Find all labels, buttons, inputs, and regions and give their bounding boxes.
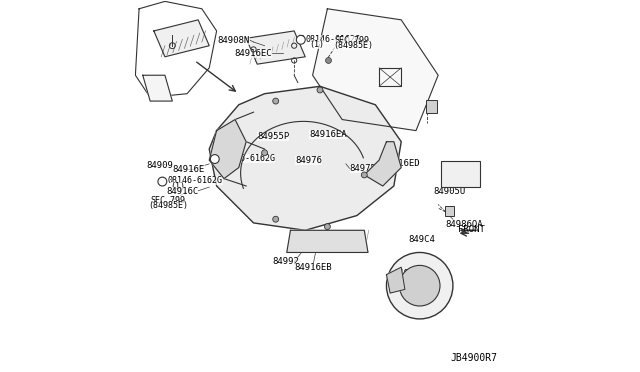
Text: 84994: 84994 xyxy=(394,269,420,278)
Text: 84975M: 84975M xyxy=(349,164,382,173)
Polygon shape xyxy=(364,142,401,186)
Polygon shape xyxy=(312,9,438,131)
Polygon shape xyxy=(387,267,405,293)
Text: 84916E: 84916E xyxy=(172,165,205,174)
Circle shape xyxy=(399,265,440,306)
Circle shape xyxy=(317,87,323,93)
Text: JB4900R7: JB4900R7 xyxy=(450,353,497,363)
Text: B: B xyxy=(159,177,165,186)
Text: 84976: 84976 xyxy=(296,155,323,165)
Text: SEC.799: SEC.799 xyxy=(335,36,370,45)
Circle shape xyxy=(387,253,453,319)
Circle shape xyxy=(324,224,330,230)
Text: B: B xyxy=(212,154,218,164)
Text: 84908N: 84908N xyxy=(218,36,250,45)
Circle shape xyxy=(326,58,332,63)
Text: 84916EB: 84916EB xyxy=(294,263,332,272)
Polygon shape xyxy=(287,230,368,253)
Text: 84905U: 84905U xyxy=(433,187,465,196)
Text: 84916EA: 84916EA xyxy=(309,130,346,139)
Text: 84986QA: 84986QA xyxy=(445,220,483,229)
Polygon shape xyxy=(154,20,209,57)
Text: 84916C: 84916C xyxy=(166,187,198,196)
Polygon shape xyxy=(209,86,401,230)
Text: 84909: 84909 xyxy=(147,161,173,170)
Circle shape xyxy=(158,177,167,186)
Polygon shape xyxy=(246,31,305,64)
Text: (84985E): (84985E) xyxy=(333,41,373,50)
Circle shape xyxy=(211,155,220,163)
Circle shape xyxy=(262,150,268,156)
Text: SEC.799: SEC.799 xyxy=(150,196,185,205)
Polygon shape xyxy=(143,75,172,101)
Text: 84916EC: 84916EC xyxy=(234,49,272,58)
Text: 849C4: 849C4 xyxy=(408,235,435,244)
Circle shape xyxy=(273,216,278,222)
Circle shape xyxy=(273,98,278,104)
Text: (1): (1) xyxy=(310,40,324,49)
Text: 84916ED: 84916ED xyxy=(383,159,420,169)
Polygon shape xyxy=(209,119,246,179)
Text: FRONT: FRONT xyxy=(458,225,485,234)
Text: 08146-6162G: 08146-6162G xyxy=(168,176,223,185)
Text: 08146-6162G: 08146-6162G xyxy=(306,35,361,44)
Text: B: B xyxy=(298,35,303,44)
Text: 84992: 84992 xyxy=(272,257,299,266)
FancyBboxPatch shape xyxy=(441,161,480,187)
Circle shape xyxy=(296,35,305,44)
Text: 84955P: 84955P xyxy=(257,132,289,141)
Text: 08146-6162G: 08146-6162G xyxy=(220,154,275,163)
Circle shape xyxy=(362,172,367,178)
Text: (2): (2) xyxy=(224,159,239,168)
FancyBboxPatch shape xyxy=(426,100,437,113)
Text: (1): (1) xyxy=(170,182,186,190)
FancyBboxPatch shape xyxy=(445,206,454,216)
Text: (84985E): (84985E) xyxy=(148,201,188,210)
